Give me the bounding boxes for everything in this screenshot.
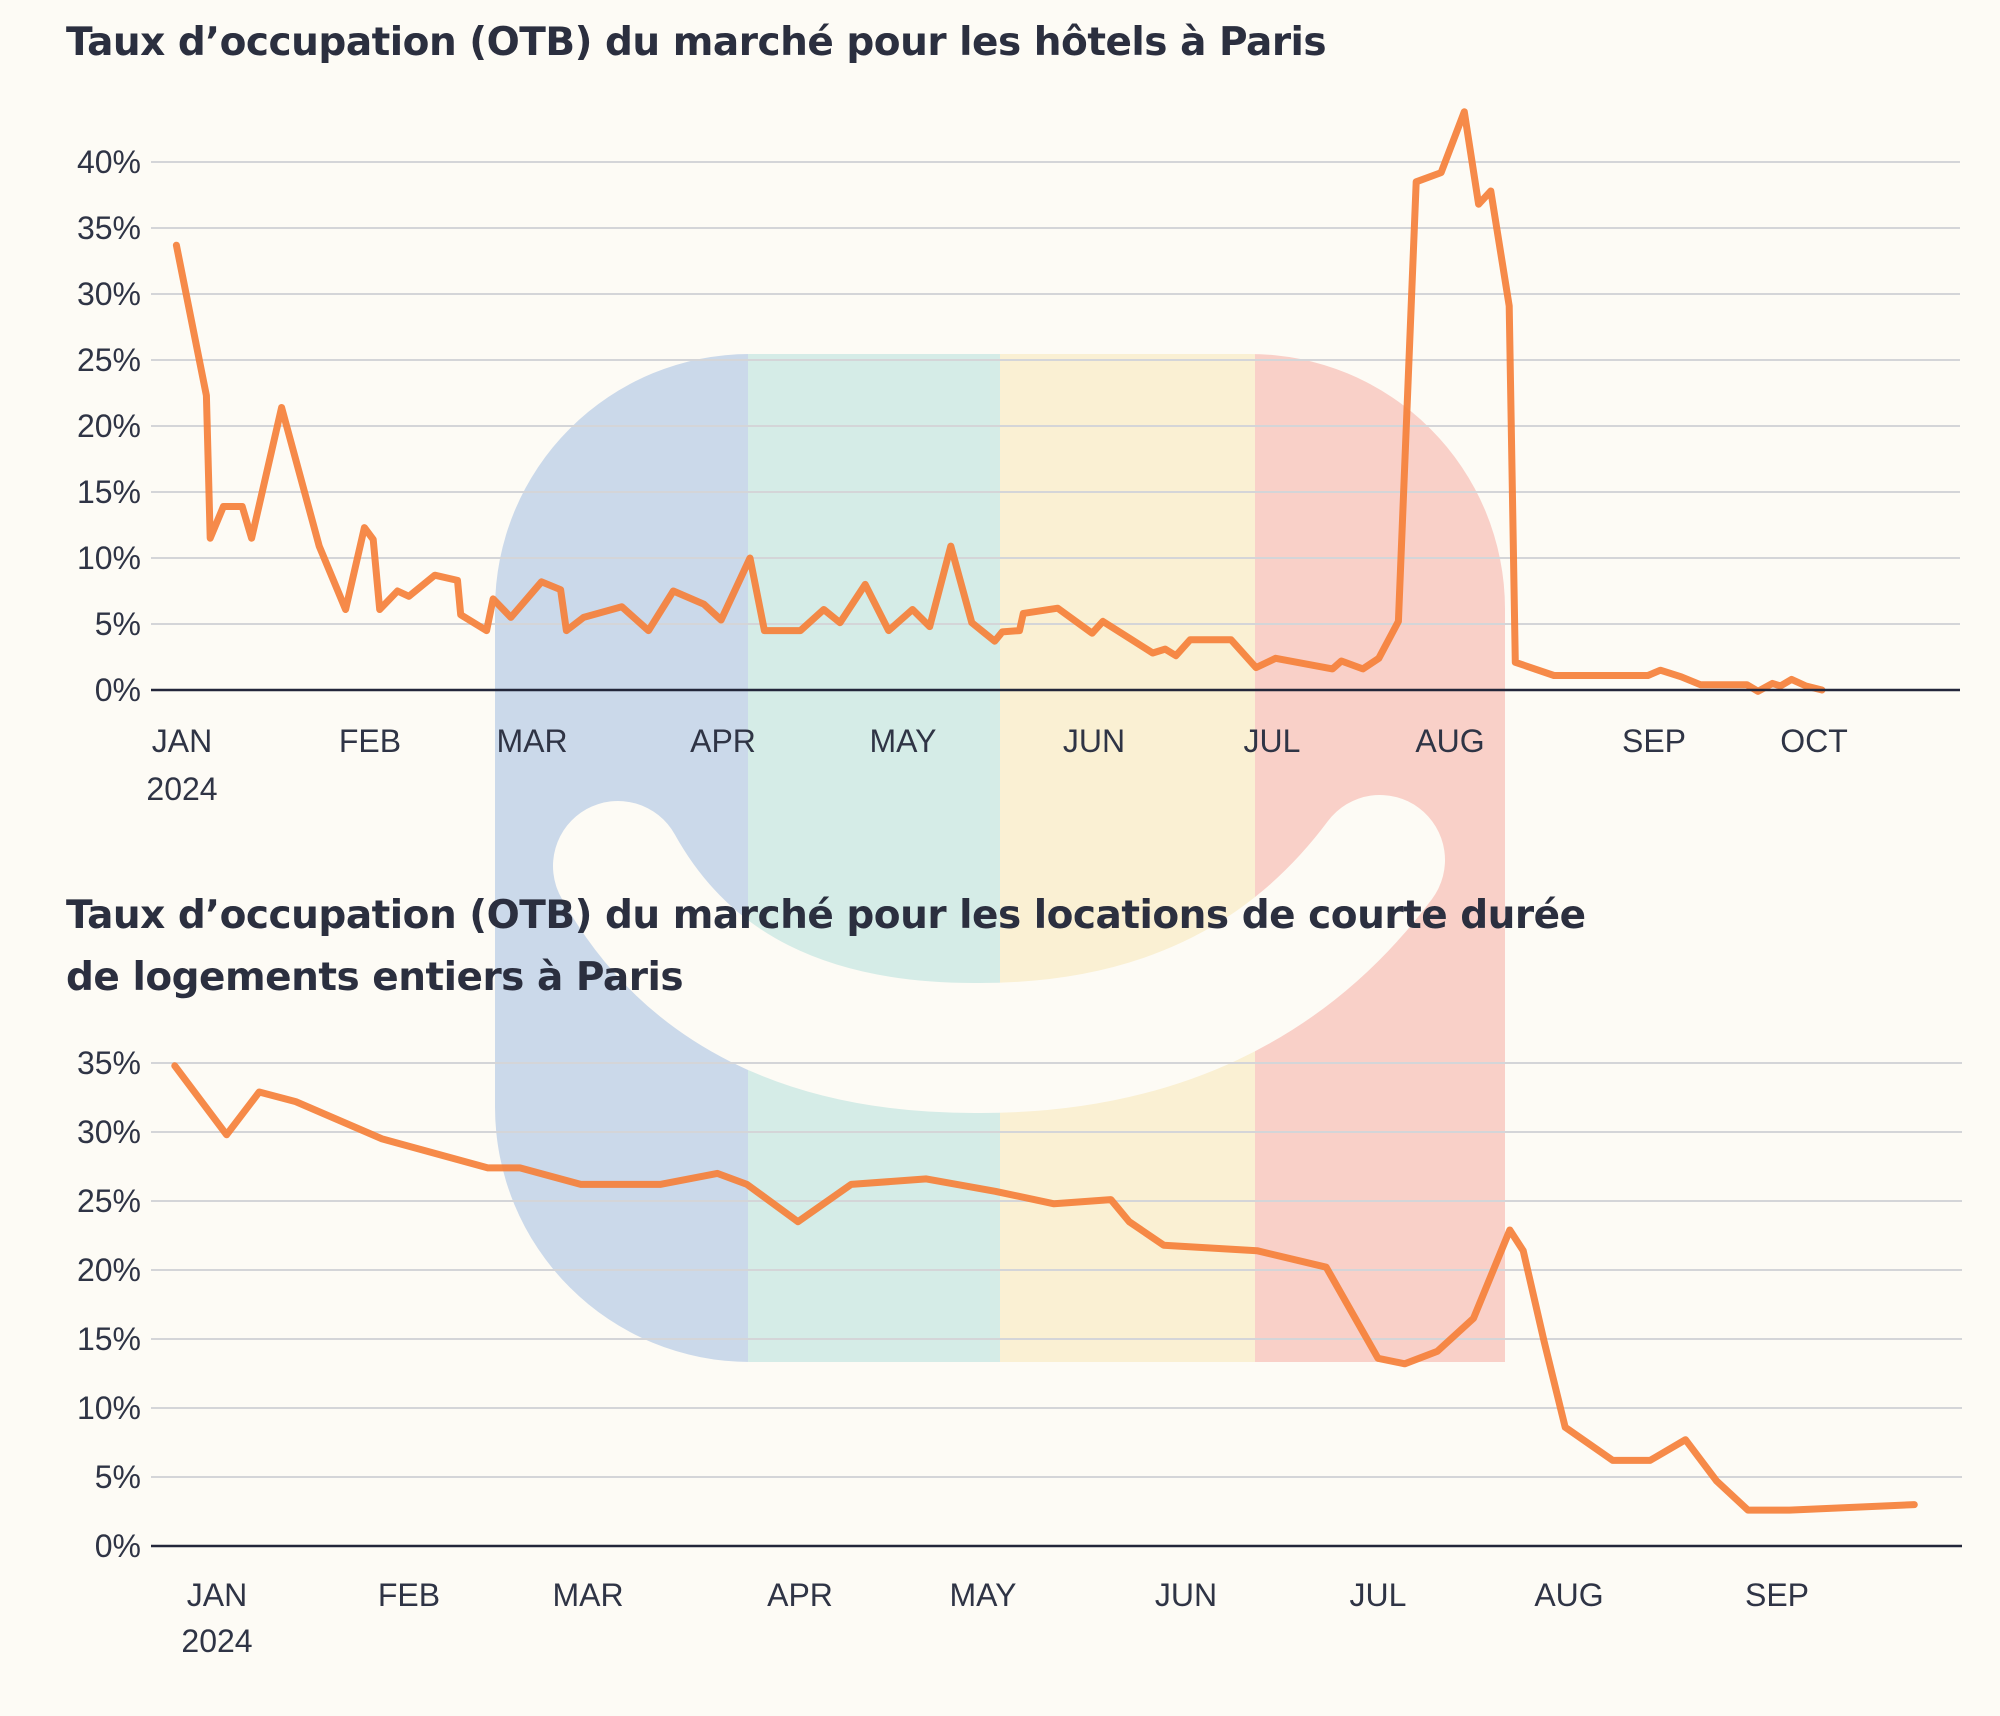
y-tick-label: 15% xyxy=(77,1321,141,1357)
x-tick-label: JUL xyxy=(1244,723,1301,759)
y-tick-label: 35% xyxy=(77,1045,141,1081)
x-tick-label: APR xyxy=(767,1577,833,1613)
y-tick-label: 0% xyxy=(95,672,141,708)
x-year-label: 2024 xyxy=(181,1623,252,1659)
y-tick-label: 10% xyxy=(77,540,141,576)
x-tick-label: MAY xyxy=(870,723,937,759)
y-tick-label: 20% xyxy=(77,1252,141,1288)
watermark-band xyxy=(748,354,1000,1362)
hotel-occupancy-chart: Taux d’occupation (OTB) du marché pour l… xyxy=(66,20,1960,807)
watermark-smile-icon xyxy=(553,795,1445,1114)
y-tick-label: 30% xyxy=(77,276,141,312)
y-tick-label: 5% xyxy=(95,1459,141,1495)
y-tick-label: 0% xyxy=(95,1528,141,1564)
y-tick-label: 30% xyxy=(77,1114,141,1150)
x-tick-label: MAR xyxy=(552,1577,623,1613)
x-tick-label: APR xyxy=(690,723,756,759)
y-tick-label: 20% xyxy=(77,408,141,444)
y-tick-label: 35% xyxy=(77,210,141,246)
x-tick-label: JAN xyxy=(187,1577,247,1613)
x-tick-label: JAN xyxy=(152,723,212,759)
y-tick-label: 5% xyxy=(95,606,141,642)
chart-title: Taux d’occupation (OTB) du marché pour l… xyxy=(66,893,1586,938)
y-tick-label: 40% xyxy=(77,144,141,180)
x-tick-label: JUL xyxy=(1350,1577,1407,1613)
x-tick-label: AUG xyxy=(1415,723,1484,759)
x-tick-label: FEB xyxy=(339,723,401,759)
y-tick-label: 15% xyxy=(77,474,141,510)
x-tick-label: JUN xyxy=(1063,723,1125,759)
watermark-logo xyxy=(495,354,1505,1362)
rental-occupancy-chart: Taux d’occupation (OTB) du marché pour l… xyxy=(66,893,1962,1659)
x-tick-label: OCT xyxy=(1780,723,1848,759)
x-tick-label: FEB xyxy=(378,1577,440,1613)
x-tick-label: JUN xyxy=(1155,1577,1217,1613)
x-tick-label: MAR xyxy=(496,723,567,759)
y-tick-label: 10% xyxy=(77,1390,141,1426)
x-tick-label: MAY xyxy=(950,1577,1017,1613)
watermark-band xyxy=(1000,354,1255,1362)
x-tick-label: SEP xyxy=(1622,723,1686,759)
y-tick-label: 25% xyxy=(77,342,141,378)
chart-title: Taux d’occupation (OTB) du marché pour l… xyxy=(66,20,1326,65)
x-tick-label: AUG xyxy=(1534,1577,1603,1613)
series-line xyxy=(172,108,1826,695)
series-line xyxy=(171,1062,1918,1514)
x-tick-label: SEP xyxy=(1745,1577,1809,1613)
chart-title: de logements entiers à Paris xyxy=(66,955,683,1000)
x-year-label: 2024 xyxy=(146,771,217,807)
y-tick-label: 25% xyxy=(77,1183,141,1219)
